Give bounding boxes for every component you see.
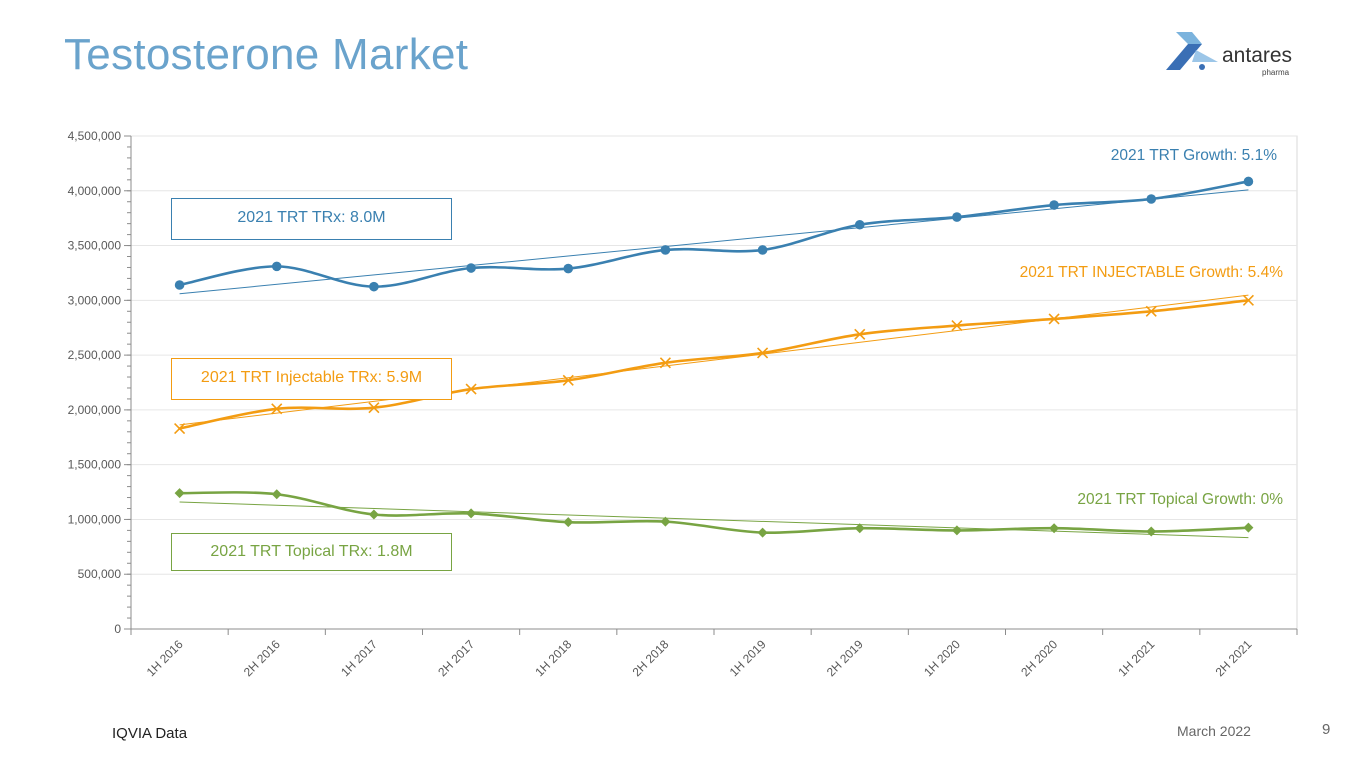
data-point-total [854, 219, 865, 230]
antares-logo-mark-icon [1166, 32, 1218, 70]
footer-date: March 2022 [1177, 723, 1251, 739]
x-tick-label: 1H 2020 [921, 637, 963, 679]
x-tick-label: 2H 2016 [241, 637, 283, 679]
y-tick-label: 4,500,000 [68, 129, 122, 143]
data-point-topical [563, 517, 574, 528]
data-point-total [369, 281, 379, 292]
y-tick-label: 1,000,000 [68, 512, 122, 526]
data-point-topical [271, 489, 282, 500]
total-growth-label: 2021 TRT Growth: 5.1% [1110, 147, 1277, 164]
slide-title: Testosterone Market [64, 30, 469, 79]
data-point-topical [1243, 522, 1254, 533]
antares-logo: antares pharma [1162, 30, 1312, 80]
data-point-topical [1049, 523, 1060, 534]
data-point-injectable [757, 347, 769, 359]
logo-subtitle: pharma [1262, 68, 1290, 77]
data-point-injectable [562, 374, 574, 386]
x-tick-label: 1H 2016 [144, 637, 186, 679]
trendline-total [179, 189, 1249, 295]
data-point-topical [368, 509, 379, 520]
data-point-total [757, 245, 768, 255]
data-point-topical [660, 516, 671, 527]
topical-trx-box: 2021 TRT Topical TRx: 1.8M [171, 533, 452, 571]
page-number: 9 [1322, 721, 1331, 738]
data-point-injectable [1145, 305, 1157, 317]
data-point-total [1049, 200, 1059, 210]
data-point-total [952, 212, 962, 222]
logo-wordmark: antares [1222, 44, 1293, 67]
data-point-injectable [1242, 294, 1254, 306]
y-tick-label: 2,500,000 [68, 348, 122, 362]
data-point-injectable [1048, 313, 1060, 325]
y-tick-label: 2,000,000 [68, 403, 122, 417]
data-point-topical [1146, 526, 1157, 537]
y-tick-label: 3,000,000 [68, 293, 122, 307]
x-tick-label: 2H 2019 [824, 637, 866, 679]
data-point-total [660, 245, 671, 255]
injectable-growth-label: 2021 TRT INJECTABLE Growth: 5.4% [1019, 264, 1283, 281]
data-point-total [174, 280, 185, 290]
series-line-topical [178, 491, 1250, 535]
data-point-injectable [174, 422, 186, 435]
data-point-total [466, 263, 476, 273]
data-point-topical [174, 488, 185, 499]
x-tick-label: 2H 2020 [1018, 637, 1060, 679]
data-point-injectable [271, 403, 283, 415]
x-tick-label: 2H 2018 [630, 637, 672, 679]
data-point-injectable [659, 357, 671, 369]
series-line-injectable [178, 299, 1250, 430]
y-tick-label: 500,000 [78, 567, 122, 581]
data-point-total [271, 261, 282, 272]
data-point-total [1243, 176, 1254, 187]
data-point-injectable [854, 328, 866, 340]
y-tick-label: 3,500,000 [68, 239, 122, 253]
x-tick-label: 1H 2019 [727, 637, 769, 679]
data-point-total [563, 263, 574, 274]
x-tick-label: 1H 2018 [532, 637, 574, 679]
y-tick-label: 4,000,000 [68, 184, 122, 198]
x-tick-label: 1H 2021 [1115, 637, 1157, 679]
topical-growth-label: 2021 TRT Topical Growth: 0% [1077, 491, 1283, 508]
data-point-topical [951, 525, 962, 536]
data-point-topical [466, 508, 477, 519]
footer-source: IQVIA Data [112, 725, 188, 742]
y-tick-label: 0 [114, 622, 121, 636]
data-point-injectable [368, 402, 380, 414]
y-tick-label: 1,500,000 [68, 458, 122, 472]
total-trx-box: 2021 TRT TRx: 8.0M [171, 198, 452, 240]
injectable-trx-box: 2021 TRT Injectable TRx: 5.9M [171, 358, 452, 400]
data-point-topical [854, 523, 865, 534]
data-point-topical [757, 527, 768, 538]
data-point-injectable [465, 383, 477, 395]
x-tick-label: 2H 2021 [1213, 637, 1255, 679]
data-point-injectable [951, 319, 963, 332]
series-line-total [178, 180, 1250, 288]
data-point-total [1146, 194, 1157, 204]
x-tick-label: 2H 2017 [435, 637, 477, 679]
trendline-topical [179, 501, 1249, 539]
x-tick-label: 1H 2017 [338, 637, 380, 679]
